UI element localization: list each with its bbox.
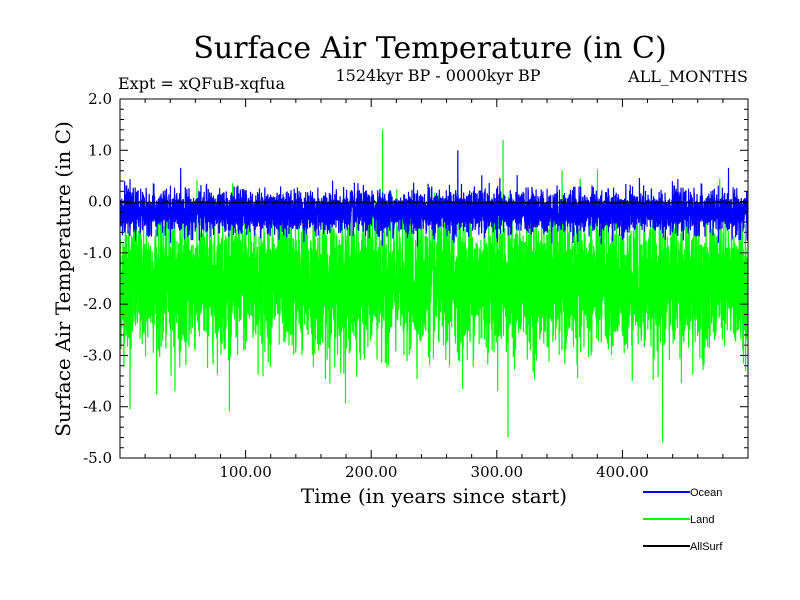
legend-label-land: Land — [690, 514, 714, 526]
x-tick-label: 400.00 — [596, 463, 649, 481]
y-tick-label: 2.0 — [88, 90, 112, 108]
y-axis-label: Surface Air Temperature (in C) — [51, 121, 75, 437]
y-tick-label: 0.0 — [88, 193, 112, 211]
x-tick-label: 200.00 — [345, 463, 398, 481]
legend-label-ocean: Ocean — [690, 487, 722, 499]
y-tick-label: 1.0 — [88, 141, 112, 159]
chart-subtitle-left: Expt = xQFuB-xqfua — [118, 74, 285, 93]
y-tick-label: -5.0 — [83, 449, 112, 467]
chart-title: Surface Air Temperature (in C) — [193, 31, 666, 66]
series-line-allsurf — [120, 199, 748, 206]
y-tick-label: -4.0 — [83, 398, 112, 416]
series-layer — [120, 129, 748, 443]
y-tick-label: -1.0 — [83, 244, 112, 262]
y-tick-label: -2.0 — [83, 295, 112, 313]
series-line-ocean — [120, 150, 748, 247]
series-line-land — [120, 129, 748, 443]
x-axis-label: Time (in years since start) — [301, 484, 567, 508]
legend: Ocean Land AllSurf — [643, 487, 723, 553]
x-tick-label: 100.00 — [219, 463, 272, 481]
chart-subtitle-right: ALL_MONTHS — [627, 67, 748, 86]
y-tick-label: -3.0 — [83, 346, 112, 364]
axis-ticks: 100.00 200.00 300.00 400.00 2.0 1.0 0.0 -1.0 -2.… — [83, 90, 748, 481]
legend-label-allsurf: AllSurf — [690, 541, 723, 553]
chart-subtitle-center: 1524kyr BP - 0000kyr BP — [336, 66, 541, 85]
plot-frame — [119, 98, 749, 459]
x-tick-label: 300.00 — [471, 463, 524, 481]
